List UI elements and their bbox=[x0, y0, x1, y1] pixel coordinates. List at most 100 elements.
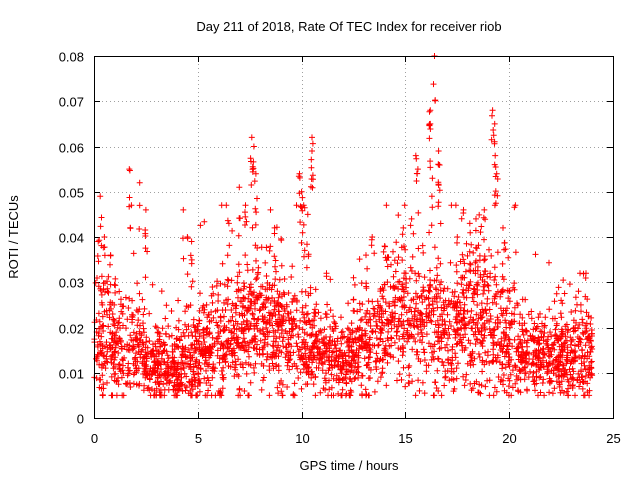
data-point bbox=[531, 320, 538, 327]
data-point bbox=[474, 302, 481, 308]
data-point bbox=[514, 302, 521, 309]
data-point bbox=[95, 310, 102, 317]
data-point bbox=[378, 314, 385, 321]
data-point bbox=[118, 308, 125, 315]
data-point bbox=[180, 255, 187, 262]
data-point bbox=[454, 239, 460, 246]
data-point bbox=[257, 306, 264, 313]
data-point bbox=[572, 392, 578, 399]
data-point bbox=[206, 311, 212, 318]
data-point bbox=[235, 261, 242, 268]
data-point bbox=[203, 367, 209, 374]
data-point bbox=[506, 298, 513, 305]
data-point bbox=[366, 311, 373, 317]
data-point bbox=[196, 359, 203, 366]
data-point bbox=[293, 340, 300, 347]
data-point bbox=[303, 311, 310, 318]
data-point bbox=[420, 249, 427, 256]
data-point bbox=[251, 289, 257, 296]
data-point bbox=[130, 250, 137, 257]
data-point bbox=[489, 358, 496, 365]
data-point bbox=[257, 292, 264, 299]
y-tick-label: 0.05 bbox=[59, 186, 84, 201]
data-point bbox=[310, 381, 317, 388]
data-point bbox=[511, 336, 518, 343]
data-point bbox=[409, 315, 416, 322]
data-point bbox=[96, 361, 103, 368]
data-point bbox=[438, 392, 445, 399]
data-point bbox=[394, 377, 400, 384]
data-point bbox=[247, 362, 254, 369]
data-point bbox=[161, 358, 168, 365]
data-point bbox=[343, 380, 350, 387]
data-point bbox=[347, 331, 354, 338]
data-point bbox=[570, 325, 577, 332]
data-point bbox=[259, 346, 266, 353]
data-point bbox=[269, 342, 276, 349]
data-point bbox=[505, 354, 512, 360]
data-point bbox=[146, 310, 153, 317]
data-point bbox=[499, 345, 506, 352]
data-point bbox=[218, 392, 225, 399]
data-point bbox=[179, 388, 186, 394]
data-point bbox=[219, 341, 225, 348]
data-point bbox=[548, 351, 555, 358]
data-point bbox=[245, 295, 252, 302]
data-point bbox=[558, 297, 565, 304]
data-point bbox=[401, 243, 407, 250]
data-point bbox=[509, 343, 516, 350]
data-point bbox=[464, 308, 471, 315]
data-point bbox=[498, 310, 505, 317]
data-point bbox=[434, 355, 441, 362]
data-point bbox=[273, 361, 280, 368]
data-point bbox=[223, 297, 230, 304]
data-point bbox=[494, 249, 501, 256]
data-point bbox=[429, 204, 436, 211]
data-point bbox=[272, 276, 279, 283]
data-point bbox=[403, 280, 410, 286]
data-point bbox=[486, 360, 493, 366]
data-point bbox=[487, 270, 494, 277]
data-point bbox=[400, 294, 407, 300]
data-point bbox=[364, 265, 371, 272]
data-point bbox=[489, 107, 496, 114]
data-point bbox=[571, 349, 578, 356]
data-point bbox=[467, 340, 474, 347]
data-point bbox=[235, 232, 242, 239]
data-point bbox=[513, 376, 520, 383]
data-point bbox=[272, 257, 279, 264]
data-point bbox=[271, 230, 278, 237]
data-point bbox=[443, 303, 450, 310]
data-point bbox=[173, 373, 179, 380]
data-point bbox=[298, 188, 305, 195]
data-point bbox=[571, 342, 578, 349]
data-point bbox=[111, 348, 118, 355]
data-point bbox=[279, 338, 286, 345]
data-point bbox=[454, 327, 460, 334]
data-point bbox=[380, 248, 387, 255]
data-point bbox=[402, 246, 409, 253]
x-axis-label: GPS time / hours bbox=[300, 458, 399, 473]
data-point bbox=[253, 257, 259, 264]
data-point bbox=[263, 273, 270, 279]
data-point bbox=[401, 304, 408, 311]
data-point bbox=[332, 325, 338, 332]
data-point bbox=[260, 362, 267, 369]
data-point bbox=[580, 392, 587, 399]
data-point bbox=[239, 339, 246, 346]
data-point bbox=[435, 290, 442, 297]
data-point bbox=[312, 310, 319, 317]
data-point bbox=[491, 140, 498, 147]
data-point bbox=[459, 251, 466, 258]
data-point bbox=[505, 383, 512, 390]
data-point bbox=[291, 360, 298, 367]
data-point bbox=[363, 347, 370, 354]
data-point bbox=[439, 316, 446, 323]
data-point bbox=[248, 298, 255, 305]
data-point bbox=[101, 234, 108, 240]
data-point bbox=[291, 392, 298, 399]
data-point bbox=[186, 378, 192, 385]
data-point bbox=[272, 263, 278, 270]
data-point bbox=[278, 235, 285, 242]
data-point bbox=[453, 365, 460, 372]
